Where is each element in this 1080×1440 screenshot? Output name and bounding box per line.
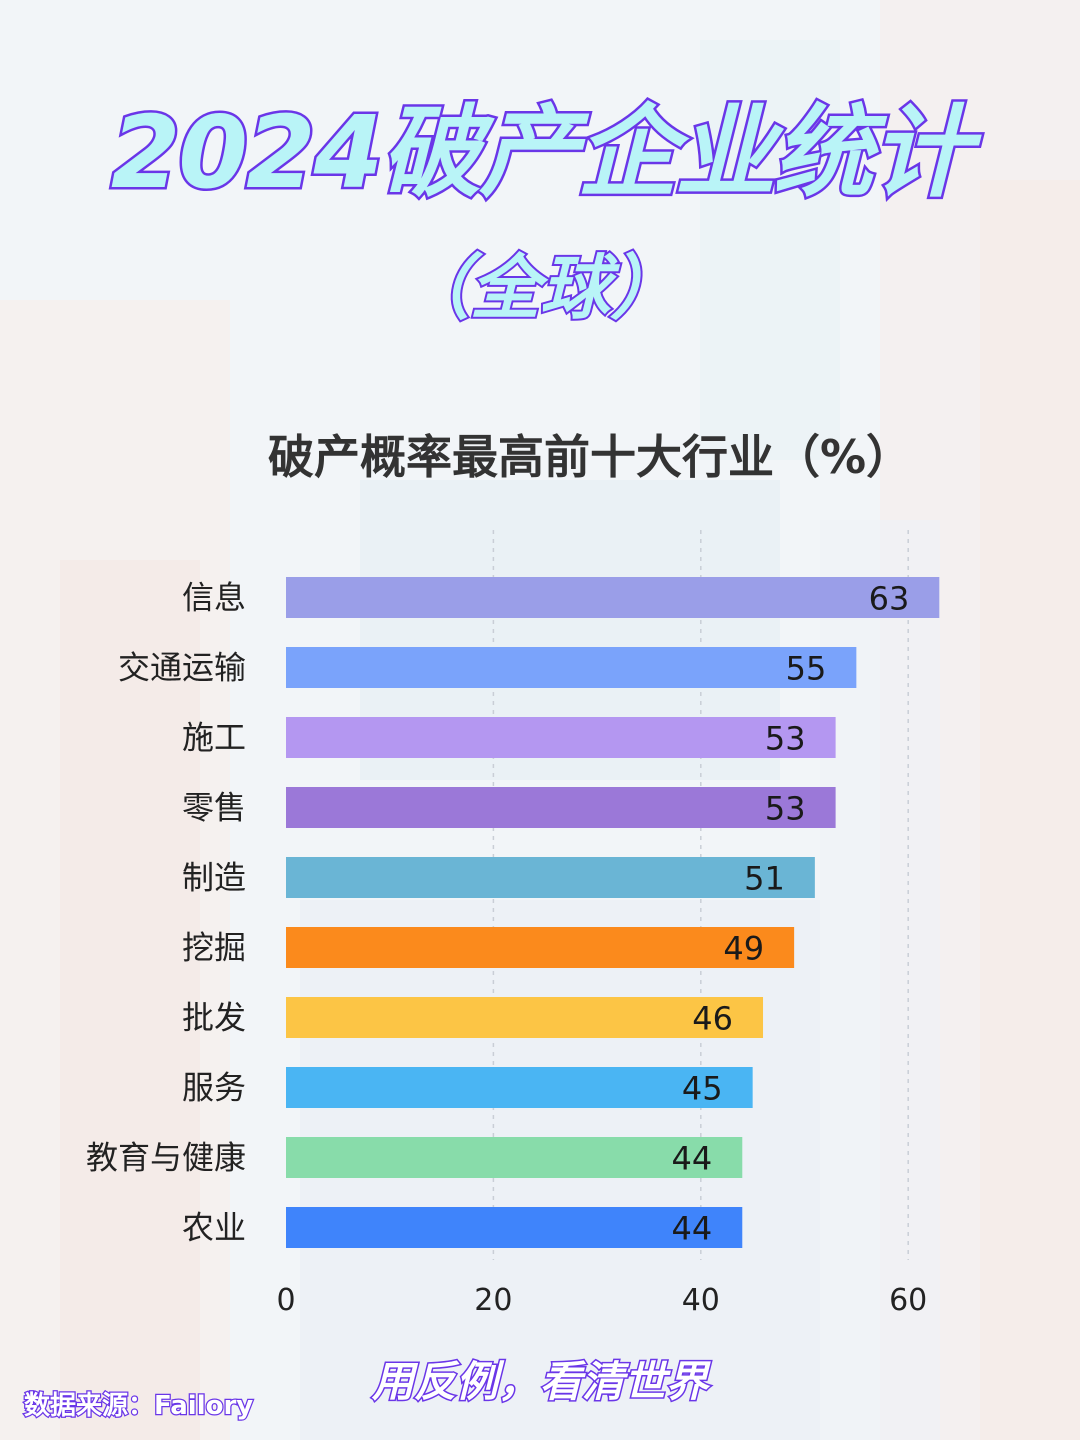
category-label-0: 信息 [182,579,246,617]
data-label-8: 44 [672,1140,713,1178]
data-source-label: 数据来源：Failory [23,1390,255,1423]
data-label-0: 63 [869,580,910,618]
category-label-2: 施工 [182,719,246,757]
bar-chart: 信息 63 交通运输 55 施工 53 零售 53 制造 51 挖掘 49 批发 46 服务 45 教育与健康 4… [86,530,940,1318]
category-label-8: 教育与健康 [86,1139,246,1177]
x-tick-label-2: 40 [682,1283,720,1318]
category-label-1: 交通运输 [118,649,246,687]
data-label-4: 51 [744,860,785,898]
category-label-5: 挖掘 [182,929,246,967]
x-tick-label-0: 0 [276,1283,295,1318]
data-label-1: 55 [786,650,827,688]
bar-4 [286,857,815,898]
bar-8 [286,1137,743,1178]
bar-2 [286,717,836,758]
bar-1 [286,647,857,688]
data-label-9: 44 [672,1210,713,1248]
bar-3 [286,787,836,828]
category-label-4: 制造 [182,859,246,897]
bar-7 [286,1067,753,1108]
page-subtitle: （全球） [398,245,682,331]
bar-0 [286,577,940,618]
x-tick-label-1: 20 [474,1283,512,1318]
footer-slogan: 用反例，看清世界 [370,1356,709,1408]
bar-6 [286,997,764,1038]
data-label-5: 49 [723,930,764,968]
category-label-3: 零售 [182,789,246,827]
category-label-9: 农业 [182,1209,246,1247]
category-label-6: 批发 [182,999,246,1037]
chart-title: 破产概率最高前十大行业（%） [267,430,913,484]
data-label-3: 53 [765,790,806,828]
page-title: 2024破产企业统计 [108,92,973,214]
data-label-2: 53 [765,720,806,758]
bar-9 [286,1207,743,1248]
data-label-7: 45 [682,1070,723,1108]
x-tick-label-3: 60 [889,1283,927,1318]
bar-5 [286,927,795,968]
category-label-7: 服务 [182,1069,246,1107]
data-label-6: 46 [692,1000,733,1038]
